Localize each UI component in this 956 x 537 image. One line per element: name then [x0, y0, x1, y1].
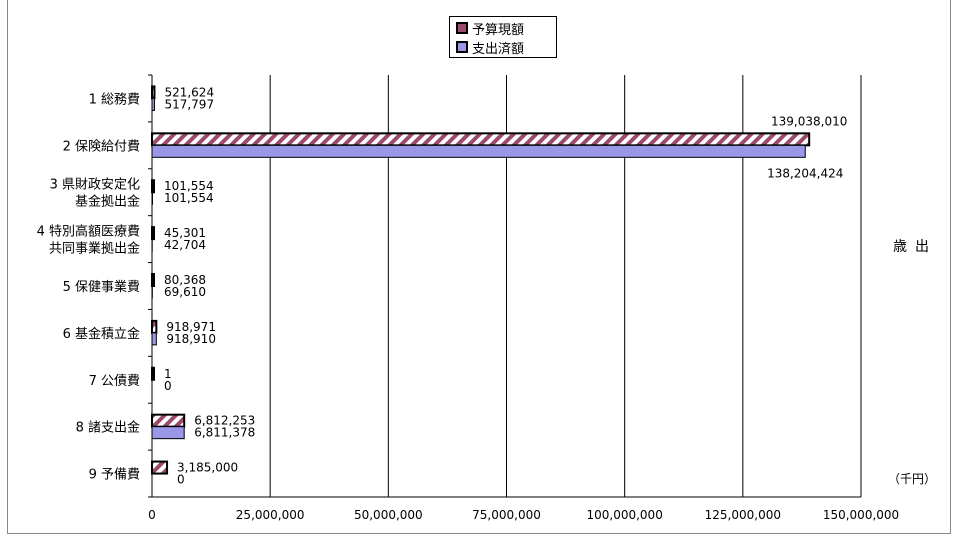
x-tick-label: 25,000,000	[236, 508, 305, 522]
value-label-budget: 139,038,010	[771, 114, 847, 128]
value-label-budget: 6,812,253	[194, 414, 255, 428]
bar-budget	[151, 85, 156, 100]
bar-budget	[151, 132, 811, 147]
side-label: 歳出	[893, 239, 937, 255]
value-label-budget: 918,971	[166, 320, 216, 334]
category-label: 6 基金積立金	[63, 326, 140, 342]
bar-budget	[151, 226, 155, 241]
x-tick-label: 125,000,000	[705, 508, 781, 522]
bar-budget	[151, 273, 155, 287]
value-label-budget: 1	[164, 367, 172, 381]
x-tick-label: 75,000,000	[472, 508, 541, 522]
legend-label-spent: 支出済額	[472, 41, 525, 57]
value-label-budget: 101,554	[164, 179, 214, 193]
value-label-spent: 0	[177, 473, 185, 487]
value-label-spent: 69,610	[164, 285, 206, 299]
bar-spent	[151, 144, 806, 158]
category-label: 4 特別高額医療費	[37, 224, 140, 240]
category-label: 3 県財政安定化	[50, 178, 140, 193]
value-label-spent: 0	[164, 379, 172, 393]
bar-budget	[151, 366, 155, 381]
value-label-spent: 918,910	[166, 332, 216, 346]
bar-budget	[151, 179, 155, 194]
category-label: 9 予備費	[89, 467, 140, 483]
value-label-spent: 138,204,424	[767, 166, 843, 180]
category-label: 1 総務費	[89, 92, 140, 107]
bar-spent	[151, 97, 155, 111]
legend-label-budget: 予算現額	[472, 22, 525, 38]
legend-swatch-spent	[456, 41, 468, 53]
x-tick-label: 0	[148, 508, 156, 522]
legend-item-budget: 予算現額	[456, 19, 525, 38]
x-tick-label: 50,000,000	[354, 508, 423, 522]
bar-spent	[151, 426, 185, 440]
category-label: 共同事業拠出金	[49, 241, 140, 257]
bar-budget	[151, 460, 169, 475]
category-label: 2 保険給付費	[63, 139, 140, 154]
legend-swatch-budget	[456, 22, 468, 34]
legend: 予算現額 支出済額	[449, 16, 557, 58]
value-label-budget: 80,368	[164, 273, 206, 287]
category-label: 7 公債費	[89, 374, 140, 389]
value-label-spent: 6,811,378	[194, 426, 255, 440]
chart-frame	[7, 0, 951, 534]
value-label-spent: 42,704	[164, 238, 206, 252]
value-label-spent: 517,797	[164, 97, 214, 111]
category-label: 8 諸支出金	[76, 420, 140, 436]
value-label-budget: 45,301	[164, 226, 206, 240]
value-label-budget: 521,624	[164, 85, 214, 99]
legend-item-spent: 支出済額	[456, 38, 525, 57]
category-label: 基金拠出金	[75, 194, 140, 210]
value-label-budget: 3,185,000	[177, 461, 238, 475]
value-label-spent: 101,554	[164, 191, 214, 205]
unit-label: （千円）	[888, 472, 937, 486]
x-tick-label: 100,000,000	[586, 508, 662, 522]
x-tick-label: 150,000,000	[823, 508, 899, 522]
category-label: 5 保健事業費	[63, 279, 140, 295]
bar-spent	[151, 332, 157, 346]
bar-budget	[151, 319, 158, 334]
bar-budget	[151, 413, 186, 428]
